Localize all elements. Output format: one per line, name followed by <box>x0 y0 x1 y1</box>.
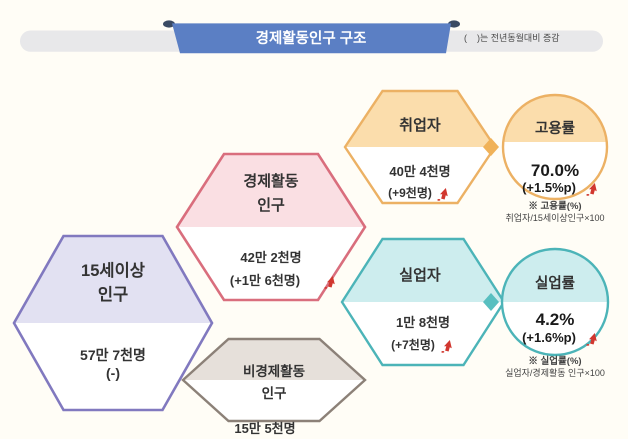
svg-text:경제활동인구 구조: 경제활동인구 구조 <box>256 29 367 47</box>
svg-text:1만 8천명: 1만 8천명 <box>396 315 450 330</box>
svg-text:4.2%: 4.2% <box>536 310 575 329</box>
svg-text:실업률: 실업률 <box>535 275 575 292</box>
svg-text:비경제활동: 비경제활동 <box>243 363 305 379</box>
svg-text:(+9천명): (+9천명) <box>388 185 432 200</box>
svg-text:인구: 인구 <box>257 196 285 214</box>
svg-text:(+1만 6천명): (+1만 6천명) <box>230 273 300 288</box>
svg-text:실업자/경제활동 인구×100: 실업자/경제활동 인구×100 <box>505 367 605 378</box>
svg-text:취업자: 취업자 <box>399 117 441 134</box>
svg-text:※ 실업률(%): ※ 실업률(%) <box>528 355 581 367</box>
svg-text:고용률: 고용률 <box>535 120 575 137</box>
svg-text:(+1.6%p): (+1.6%p) <box>522 330 576 345</box>
svg-text:경제활동: 경제활동 <box>243 172 298 190</box>
svg-text:42만 2천명: 42만 2천명 <box>240 250 301 265</box>
svg-text:57만 7천명: 57만 7천명 <box>80 347 146 363</box>
svg-text:15세이상: 15세이상 <box>81 261 145 280</box>
svg-text:70.0%: 70.0% <box>531 161 579 180</box>
svg-text:( )는 전년동월대비 증감: ( )는 전년동월대비 증감 <box>464 32 560 43</box>
svg-text:(+1.5%p): (+1.5%p) <box>522 180 576 195</box>
svg-text:40만 4천명: 40만 4천명 <box>389 164 450 179</box>
svg-text:15만 5천명: 15만 5천명 <box>234 421 295 436</box>
svg-text:※ 고용률(%): ※ 고용률(%) <box>528 200 581 212</box>
svg-text:취업자/15세이상인구×100: 취업자/15세이상인구×100 <box>505 213 604 223</box>
svg-text:실업자: 실업자 <box>399 267 441 284</box>
svg-text:인구: 인구 <box>98 285 128 304</box>
svg-text:(+7천명): (+7천명) <box>391 337 435 352</box>
svg-text:(-): (-) <box>106 365 120 381</box>
svg-text:인구: 인구 <box>262 385 287 401</box>
